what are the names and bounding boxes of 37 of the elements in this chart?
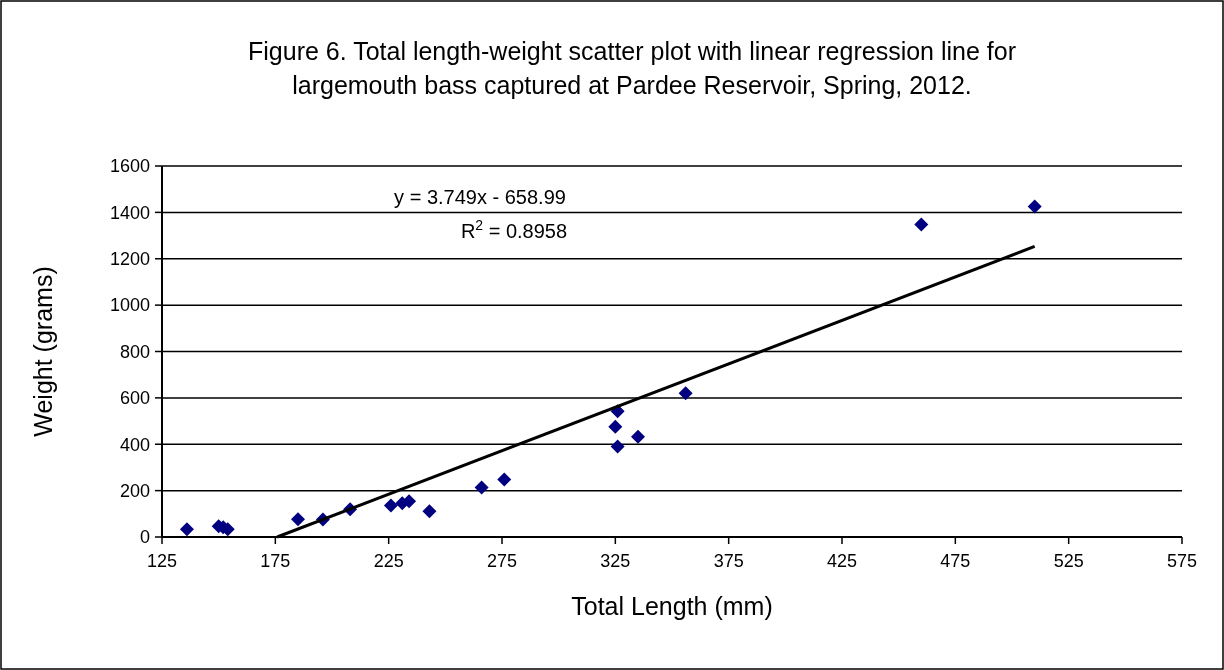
- y-axis-title: Weight (grams): [29, 266, 57, 437]
- x-tick-label: 325: [600, 551, 631, 571]
- annotation: y = 3.749x - 658.99: [394, 186, 566, 208]
- y-tick-label: 1000: [109, 295, 150, 316]
- y-tick-label: 1600: [109, 156, 150, 177]
- point: [422, 504, 437, 519]
- x-tick-label: 275: [486, 551, 518, 571]
- x-tick-label: 525: [1053, 551, 1084, 571]
- x-tick-label: 175: [260, 551, 291, 571]
- point: [402, 494, 417, 509]
- point: [631, 429, 645, 444]
- x-tick-label: 225: [373, 551, 404, 571]
- point: [383, 498, 398, 513]
- annotation: R$^{2}$ = 0.8958: [460, 217, 568, 242]
- y-tick-label: 1400: [109, 202, 150, 223]
- point: [179, 522, 194, 537]
- y-tick-label: 400: [119, 434, 150, 455]
- x-axis-title: Total Length (mm): [571, 592, 773, 620]
- y-tick-label: 200: [119, 480, 150, 501]
- point: [291, 512, 305, 527]
- x-tick-label: 125: [146, 551, 178, 571]
- point: [914, 217, 929, 232]
- point: [610, 439, 625, 454]
- point: [497, 472, 512, 487]
- y-tick-label: 1200: [109, 249, 150, 270]
- point: [474, 480, 489, 495]
- y-tick-label: 800: [119, 341, 150, 362]
- x-tick-label: 575: [1166, 551, 1198, 571]
- x-tick-label: 475: [940, 551, 971, 571]
- x-tick-label: 375: [713, 551, 744, 571]
- point: [678, 386, 693, 401]
- y-tick-label: 600: [119, 388, 150, 409]
- point: [608, 419, 623, 434]
- x-tick-label: 425: [826, 551, 858, 571]
- y-tick-label: 0: [139, 527, 150, 548]
- point: [1027, 199, 1042, 214]
- chart-title: Figure 6. Total length-weight scatter plot with linear regression line for largemouth bass captured at Pardee Reservoir, Spring, 2012.: [248, 37, 1016, 99]
